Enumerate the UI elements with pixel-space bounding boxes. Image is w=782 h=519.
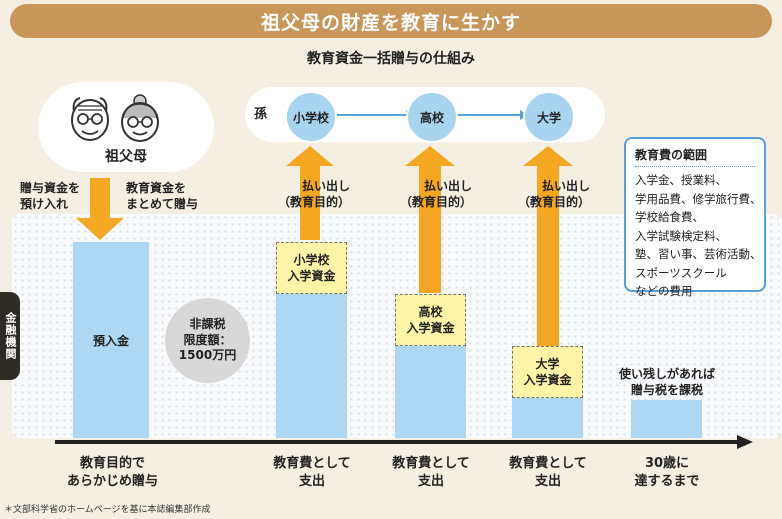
deposit-bar: 預入金	[73, 242, 149, 438]
timeline-label-2: 教育費として 支出	[392, 456, 470, 490]
grandchild-label: 孫	[254, 107, 268, 122]
leftover-tax-note: 使い残しがあれば 贈与税を課税	[618, 367, 715, 398]
education-cost-range-box: 教育費の範囲 入学金、授業料、 学用品費、修学旅行費、 学校給食費、 入学試験検…	[624, 137, 766, 298]
range-item: 塾、習い事、芸術活動、	[635, 247, 762, 261]
range-item: などの費用	[635, 284, 693, 298]
withdraw-arrow-university	[523, 146, 573, 346]
withdraw-label-1: 払い出し （教育目的）	[278, 179, 351, 210]
balance-bar-2	[395, 346, 466, 438]
timeline-arrow	[55, 435, 753, 449]
range-item: 学校給食費、	[635, 210, 704, 224]
timeline-label-3: 教育費として 支出	[509, 456, 587, 490]
grandfather-icon	[71, 97, 109, 141]
stage-node-elementary: 小学校	[285, 91, 337, 143]
fund-box-highschool: 高校 入学資金	[395, 294, 466, 346]
grandmother-icon	[121, 94, 159, 142]
diagram-subtitle: 教育資金一括贈与の仕組み	[307, 51, 475, 67]
range-item: 入学金、授業料、	[635, 173, 727, 187]
withdraw-arrow-highschool	[405, 146, 455, 293]
withdraw-label-2: 払い出し （教育目的）	[400, 179, 473, 210]
timeline-label-0: 教育目的で あらかじめ贈与	[66, 456, 158, 490]
withdraw-label-3: 払い出し （教育目的）	[518, 179, 591, 210]
balance-bar-3	[512, 398, 583, 438]
stage-node-highschool: 高校	[406, 91, 458, 143]
footnote: ＊文部科学省のホームページを基に本誌編集部作成	[4, 505, 211, 515]
leftover-bar	[631, 400, 702, 438]
withdraw-arrow-elementary	[286, 146, 334, 240]
range-item: スポーツスクール	[635, 265, 727, 280]
timeline-label-4: 30歳に 達するまで	[634, 456, 700, 490]
range-box-title: 教育費の範囲	[635, 146, 755, 167]
balance-bar-1	[276, 293, 347, 438]
deposit-arrow	[76, 178, 124, 240]
stage-node-university: 大学	[523, 91, 575, 143]
bank-tab: 金融機関	[0, 292, 20, 380]
deposit-note-right: 教育資金を まとめて贈与	[126, 181, 199, 212]
fund-box-university: 大学 入学資金	[512, 346, 583, 398]
deposit-note-left: 贈与資金を 預け入れ	[20, 181, 81, 212]
tax-free-limit-circle: 非課税 限度額： 1500万円	[165, 298, 250, 383]
range-item: 入学試験検定料、	[635, 228, 727, 243]
range-item: 学用品費、修学旅行費、	[635, 191, 762, 206]
fund-box-elementary: 小学校 入学資金	[276, 242, 347, 294]
grandparents-label: 祖父母	[105, 149, 147, 165]
timeline-label-1: 教育費として 支出	[273, 456, 351, 490]
title-banner: 祖父母の財産を教育に生かす	[10, 4, 772, 38]
